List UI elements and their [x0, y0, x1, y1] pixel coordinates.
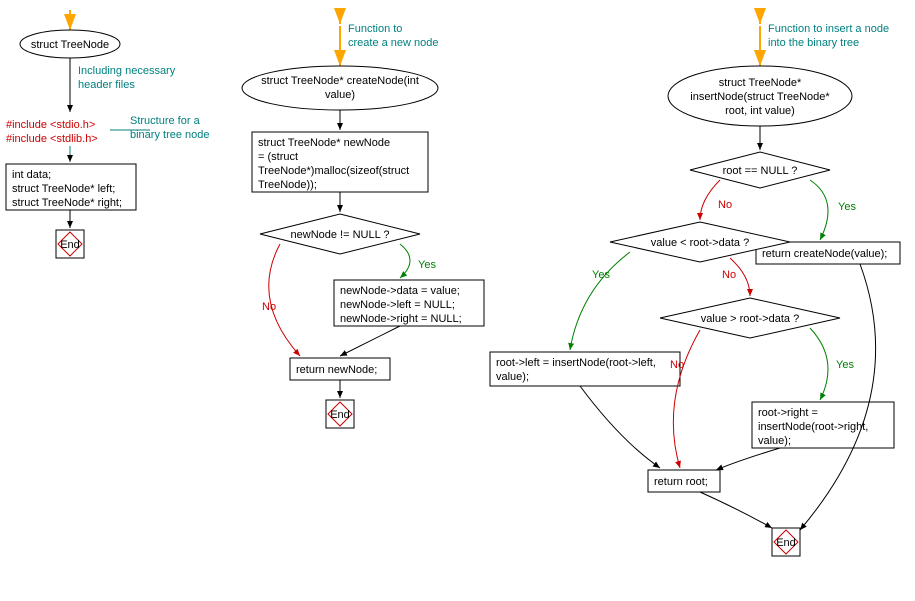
flow3-title-2: into the binary tree — [768, 37, 859, 49]
flow3-return-create: return createNode(value); — [762, 248, 887, 260]
flow3: Function to insert a node into the binar… — [490, 10, 900, 556]
flow2-alloc-4: TreeNode)); — [258, 179, 317, 191]
flow3-yes-1: Yes — [838, 201, 856, 213]
flow3-no-2: No — [722, 269, 736, 281]
annotation-includes-1: Including necessary — [78, 65, 176, 77]
flow3-title-1: Function to insert a node — [768, 23, 889, 35]
flow3-right-2: insertNode(root->right, — [758, 421, 868, 433]
flow2-no: No — [262, 301, 276, 313]
flow3-sig-1: struct TreeNode* — [719, 77, 802, 89]
flow3-cond2: value < root->data ? — [651, 237, 749, 249]
annotation-struct-1: Structure for a — [130, 115, 201, 127]
flow3-return-root: return root; — [654, 476, 708, 488]
end-3: End — [776, 537, 796, 549]
flow2-cond: newNode != NULL ? — [291, 229, 390, 241]
include-stdio: #include <stdio.h> — [6, 119, 95, 131]
annotation-struct-2: binary tree node — [130, 129, 210, 141]
flow2-alloc-2: = (struct — [258, 151, 298, 163]
include-stdlib: #include <stdlib.h> — [6, 133, 98, 145]
flow2-yes: Yes — [418, 259, 436, 271]
flow2-alloc-3: TreeNode*)malloc(sizeof(struct — [258, 165, 409, 177]
flow3-cond3: value > root->data ? — [701, 313, 799, 325]
decl-data: int data; — [12, 169, 51, 181]
flow2-return: return newNode; — [296, 364, 377, 376]
flow3-left-1: root->left = insertNode(root->left, — [496, 357, 656, 369]
decl-right: struct TreeNode* right; — [12, 197, 122, 209]
flow3-no-1: No — [718, 199, 732, 211]
flow3-sig-3: root, int value) — [725, 105, 795, 117]
flow2-title-2: create a new node — [348, 37, 439, 49]
struct-title: struct TreeNode — [31, 39, 109, 51]
flow3-cond1: root == NULL ? — [723, 165, 798, 177]
flow3-sig-2: insertNode(struct TreeNode* — [690, 91, 830, 103]
annotation-includes-2: header files — [78, 79, 135, 91]
flow2-assign-2: newNode->left = NULL; — [340, 299, 455, 311]
flow3-yes-2: Yes — [592, 269, 610, 281]
flow2: Function to create a new node struct Tre… — [242, 10, 484, 428]
flow2-sig-2: value) — [325, 89, 355, 101]
flow3-right-1: root->right = — [758, 407, 818, 419]
flow3-right-3: value); — [758, 435, 791, 447]
flow2-alloc-1: struct TreeNode* newNode — [258, 137, 390, 149]
flowchart-canvas: struct TreeNode Including necessary head… — [0, 0, 915, 601]
end-1: End — [60, 239, 80, 251]
flow2-sig-1: struct TreeNode* createNode(int — [261, 75, 419, 87]
flow2-assign-1: newNode->data = value; — [340, 285, 460, 297]
flow2-assign-3: newNode->right = NULL; — [340, 313, 462, 325]
flow3-left-2: value); — [496, 371, 529, 383]
decl-left: struct TreeNode* left; — [12, 183, 115, 195]
end-2: End — [330, 409, 350, 421]
flow3-yes-3: Yes — [836, 359, 854, 371]
flow2-title-1: Function to — [348, 23, 402, 35]
flow3-no-3: No — [670, 359, 684, 371]
flow1: struct TreeNode Including necessary head… — [6, 10, 210, 258]
